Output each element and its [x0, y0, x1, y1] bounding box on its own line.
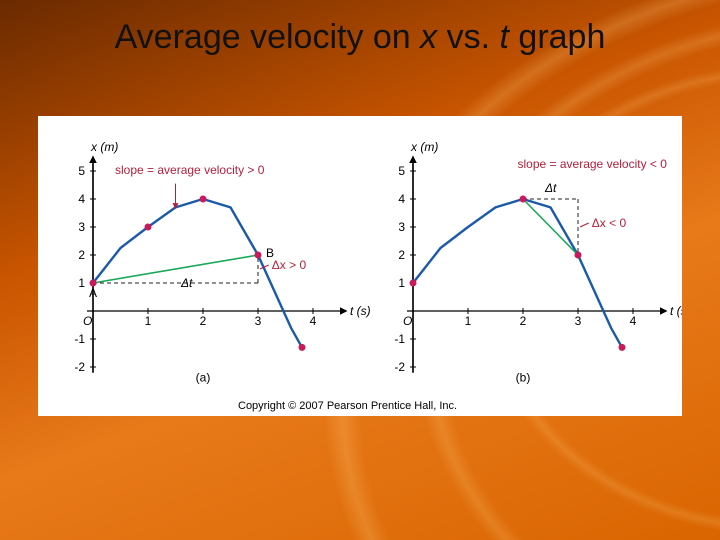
- svg-text:3: 3: [78, 220, 85, 234]
- svg-text:slope = average velocity < 0: slope = average velocity < 0: [518, 157, 668, 171]
- slide: Average velocity on x vs. t graph 1 2 3 4 -2…: [0, 0, 720, 540]
- svg-text:2: 2: [520, 314, 527, 328]
- svg-text:4: 4: [78, 192, 85, 206]
- copyright-text: Copyright © 2007 Pearson Prentice Hall, …: [238, 400, 457, 412]
- svg-text:t (s): t (s): [670, 304, 682, 318]
- svg-text:(b): (b): [516, 370, 531, 384]
- slide-title: Average velocity on x vs. t graph: [0, 18, 720, 57]
- svg-text:Δx > 0: Δx > 0: [272, 258, 307, 272]
- svg-text:3: 3: [575, 314, 582, 328]
- svg-text:1: 1: [465, 314, 472, 328]
- title-part: Average velocity on: [115, 18, 421, 56]
- svg-text:4: 4: [630, 314, 637, 328]
- svg-text:-2: -2: [74, 360, 85, 374]
- svg-text:Δt: Δt: [544, 181, 557, 195]
- title-part: vs.: [437, 18, 499, 56]
- svg-text:2: 2: [398, 248, 405, 262]
- panel: 1234-2-112345Ox (m)t (s)ABΔtΔx > 0slope …: [74, 140, 370, 384]
- svg-text:-1: -1: [74, 332, 85, 346]
- svg-text:-1: -1: [394, 332, 405, 346]
- svg-text:2: 2: [200, 314, 207, 328]
- svg-text:3: 3: [255, 314, 262, 328]
- svg-text:Δt: Δt: [180, 276, 193, 290]
- svg-text:A: A: [89, 286, 97, 300]
- svg-text:5: 5: [398, 164, 405, 178]
- figure-svg: 1234-2-112345Ox (m)t (s)ABΔtΔx > 0slope …: [38, 116, 682, 416]
- title-part: t: [500, 18, 509, 56]
- svg-text:2: 2: [78, 248, 85, 262]
- svg-text:x (m): x (m): [410, 140, 438, 154]
- svg-text:(a): (a): [196, 370, 211, 384]
- figure-box: 1234-2-112345Ox (m)t (s)ABΔtΔx > 0slope …: [38, 116, 682, 416]
- panel: 1 2 3 4 -2 -1 1 2 3 4 5 Ox (m) t (s) Δt Δx < 0 slope = …: [394, 140, 682, 384]
- svg-text:t (s): t (s): [350, 304, 371, 318]
- svg-text:-2: -2: [394, 360, 405, 374]
- title-part: graph: [509, 18, 605, 56]
- svg-text:3: 3: [398, 220, 405, 234]
- svg-text:4: 4: [310, 314, 317, 328]
- svg-text:5: 5: [78, 164, 85, 178]
- svg-text:1: 1: [145, 314, 152, 328]
- svg-text:O: O: [83, 314, 92, 328]
- svg-text:1: 1: [78, 276, 85, 290]
- svg-text:x (m): x (m): [90, 140, 118, 154]
- svg-text:4: 4: [398, 192, 405, 206]
- svg-text:Δx < 0: Δx < 0: [592, 216, 627, 230]
- svg-text:slope = average velocity > 0: slope = average velocity > 0: [115, 163, 265, 177]
- svg-text:1: 1: [398, 276, 405, 290]
- svg-text:O: O: [403, 314, 412, 328]
- title-part: x: [420, 18, 437, 56]
